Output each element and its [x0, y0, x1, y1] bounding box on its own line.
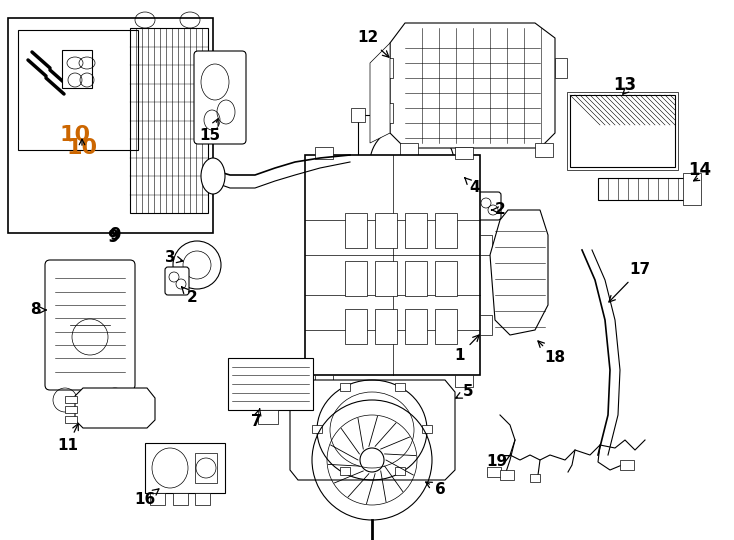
Bar — [345, 261, 367, 296]
Text: 3: 3 — [164, 251, 183, 266]
Text: 5: 5 — [456, 384, 473, 400]
Bar — [65, 406, 77, 413]
Text: 1: 1 — [455, 335, 479, 362]
Bar — [435, 261, 457, 296]
Bar — [555, 58, 567, 78]
Bar — [570, 95, 675, 167]
Bar — [375, 213, 397, 248]
Bar — [305, 155, 480, 375]
Text: 14: 14 — [688, 161, 711, 179]
Bar — [340, 383, 349, 392]
Bar — [405, 309, 427, 344]
FancyBboxPatch shape — [477, 192, 501, 220]
Bar — [145, 443, 225, 493]
Bar — [340, 467, 349, 475]
Bar — [394, 467, 404, 475]
Bar — [400, 143, 418, 157]
Text: 4: 4 — [465, 178, 480, 195]
Text: 7: 7 — [251, 409, 261, 429]
Bar — [405, 213, 427, 248]
Text: 15: 15 — [200, 119, 220, 143]
Bar — [195, 493, 210, 505]
Bar — [435, 213, 457, 248]
FancyBboxPatch shape — [45, 260, 135, 390]
Text: 18: 18 — [538, 341, 566, 366]
Bar — [455, 375, 473, 387]
Bar — [455, 147, 473, 159]
Text: 8: 8 — [29, 302, 46, 318]
Polygon shape — [75, 388, 155, 428]
Bar — [315, 375, 333, 387]
Bar — [375, 261, 397, 296]
Bar — [345, 213, 367, 248]
Polygon shape — [490, 210, 548, 335]
Bar — [567, 92, 678, 170]
Bar — [258, 410, 278, 424]
Bar — [487, 467, 501, 477]
Text: 17: 17 — [609, 262, 650, 302]
Bar — [312, 425, 322, 433]
Text: 2: 2 — [181, 287, 197, 306]
Bar — [173, 493, 188, 505]
Text: 9: 9 — [109, 226, 121, 244]
Text: 2: 2 — [492, 202, 506, 218]
Bar — [683, 173, 701, 205]
Text: 19: 19 — [487, 455, 510, 469]
FancyBboxPatch shape — [165, 267, 189, 295]
Bar — [345, 309, 367, 344]
Bar — [435, 309, 457, 344]
Ellipse shape — [173, 241, 221, 289]
Bar — [130, 28, 208, 213]
Bar — [480, 235, 492, 255]
Bar — [351, 203, 365, 217]
Bar — [150, 493, 165, 505]
Bar — [351, 108, 365, 122]
Bar — [394, 383, 404, 392]
Bar — [18, 30, 138, 150]
Bar — [228, 358, 313, 410]
Bar — [620, 460, 634, 470]
Bar — [358, 115, 466, 210]
Text: 10: 10 — [67, 138, 98, 158]
Text: 13: 13 — [614, 76, 636, 94]
Bar — [65, 416, 77, 423]
Bar — [378, 103, 393, 123]
Text: 9: 9 — [107, 228, 119, 246]
FancyBboxPatch shape — [194, 51, 246, 144]
Text: 16: 16 — [134, 489, 159, 508]
Bar — [459, 108, 473, 122]
Text: 6: 6 — [426, 482, 446, 497]
Bar — [422, 425, 432, 433]
Ellipse shape — [201, 158, 225, 194]
Text: 11: 11 — [57, 424, 79, 453]
Bar — [480, 315, 492, 335]
Bar — [375, 309, 397, 344]
Polygon shape — [290, 380, 455, 480]
Bar — [62, 50, 92, 88]
Text: 12: 12 — [357, 30, 389, 57]
Bar — [65, 396, 77, 403]
Bar — [8, 18, 213, 233]
Bar — [535, 143, 553, 157]
Bar — [500, 470, 514, 480]
Bar — [459, 203, 473, 217]
Polygon shape — [390, 23, 555, 148]
Bar — [530, 474, 540, 482]
Bar — [315, 147, 333, 159]
Bar — [598, 178, 688, 200]
Bar — [405, 261, 427, 296]
Bar — [378, 58, 393, 78]
Polygon shape — [370, 43, 390, 143]
Text: 10: 10 — [59, 125, 90, 145]
Bar — [195, 453, 217, 483]
